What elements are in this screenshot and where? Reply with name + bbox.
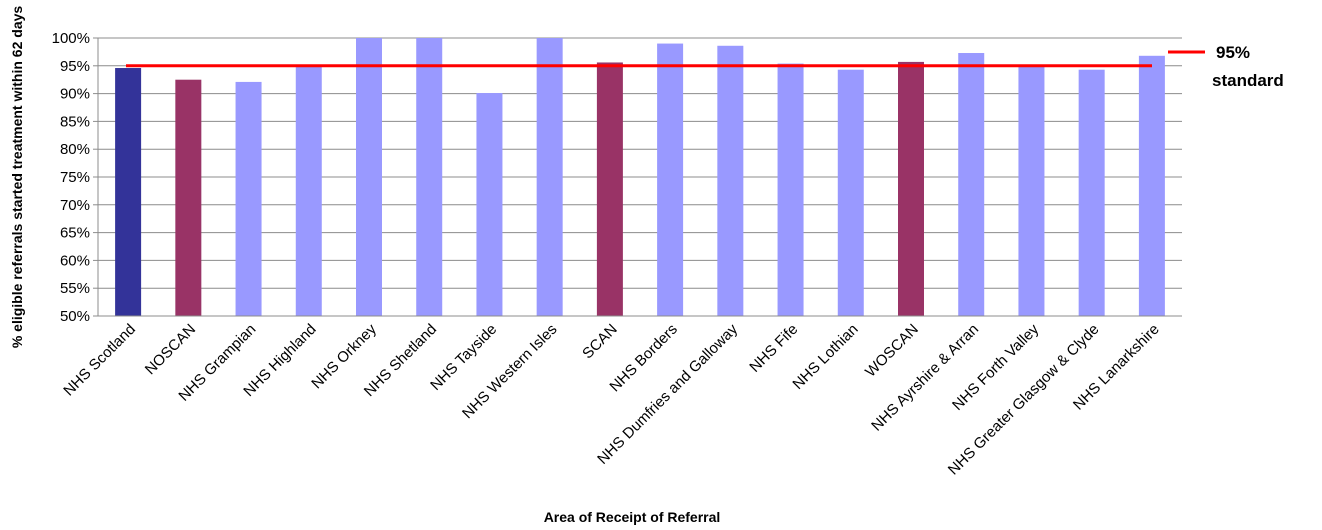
- bar: [777, 63, 804, 316]
- y-tick-label: 90%: [60, 86, 90, 103]
- bar: [1018, 65, 1045, 316]
- x-axis-title: Area of Receipt of Referral: [544, 509, 721, 525]
- bar: [837, 69, 864, 316]
- y-tick-label: 100%: [52, 30, 90, 47]
- y-tick-label: 75%: [60, 169, 90, 186]
- bar: [416, 38, 443, 316]
- bar: [115, 68, 142, 316]
- bar: [1138, 55, 1165, 317]
- bar: [356, 38, 382, 316]
- y-tick-label: 60%: [60, 252, 90, 269]
- y-tick-label: 55%: [60, 280, 90, 297]
- bar: [898, 61, 924, 316]
- y-tick-label: 95%: [60, 58, 90, 75]
- bar: [596, 62, 623, 316]
- bar: [235, 81, 262, 316]
- bar: [536, 38, 563, 316]
- bar: [476, 93, 503, 316]
- y-tick-label: 65%: [60, 225, 90, 242]
- legend-label-line1: 95%: [1216, 43, 1250, 62]
- y-tick-label: 70%: [60, 197, 90, 214]
- bar: [657, 43, 684, 317]
- bar: [958, 53, 985, 317]
- x-tick-label: NHS Ayrshire & Arran: [868, 321, 982, 435]
- y-tick-label: 80%: [60, 141, 90, 158]
- bars: [115, 38, 1165, 317]
- y-tick-labels: 50% 55% 60% 65% 70% 75% 80% 85% 90% 95% 100%: [52, 30, 90, 325]
- bar: [295, 64, 322, 316]
- axes: [97, 38, 1182, 317]
- bar: [1078, 69, 1105, 316]
- x-tick-label: NHS Lothian: [789, 321, 861, 393]
- y-axis-title: % eligible referrals started treatment w…: [9, 6, 25, 349]
- y-tick-label: 85%: [60, 113, 90, 130]
- bar: [175, 79, 202, 316]
- legend-label-line2: standard: [1212, 71, 1284, 90]
- x-tick-label: WOSCAN: [862, 321, 922, 381]
- x-tick-label: NHS Scotland: [60, 321, 139, 400]
- y-tick-label: 50%: [60, 308, 90, 325]
- x-tick-label: NHS Fife: [746, 321, 801, 376]
- x-tick-label: SCAN: [579, 321, 620, 362]
- x-tick-label: NOSCAN: [142, 321, 199, 378]
- bar: [717, 45, 744, 317]
